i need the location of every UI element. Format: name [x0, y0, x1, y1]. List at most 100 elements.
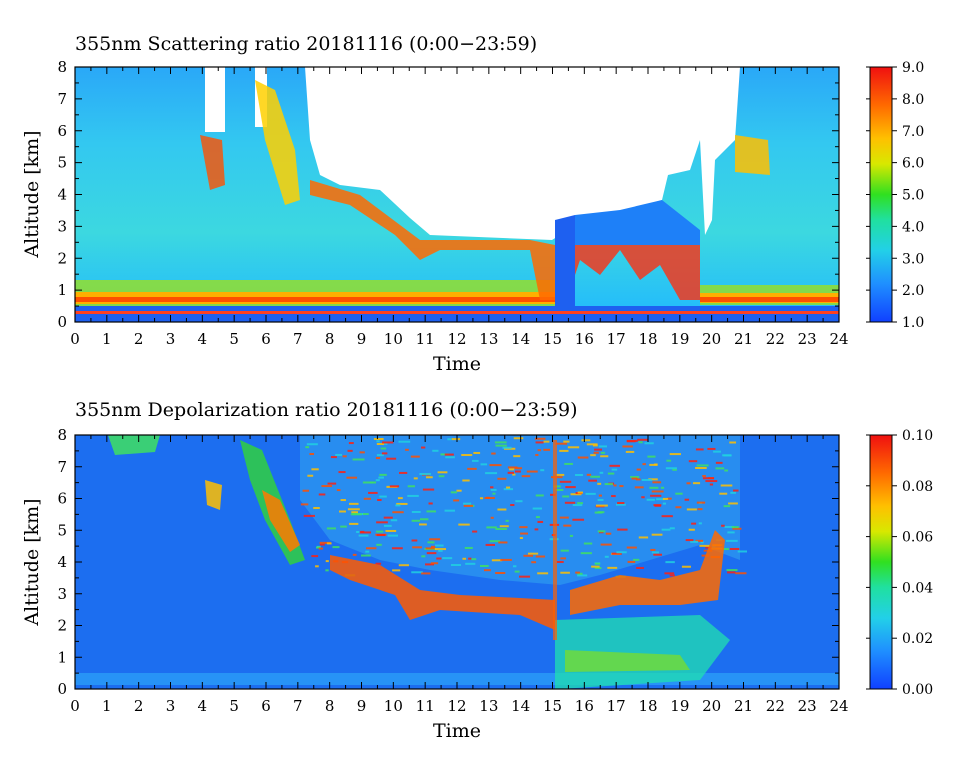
x-axis-label-2: Time — [433, 720, 481, 742]
depol-column — [553, 440, 557, 640]
noise-speckle — [376, 440, 380, 443]
noise-speckle — [425, 476, 433, 479]
noise-speckle — [715, 467, 725, 470]
noise-speckle — [725, 539, 738, 542]
noise-speckle — [436, 557, 442, 560]
noise-speckle — [348, 502, 359, 505]
noise-speckle — [572, 504, 583, 507]
noise-speckle — [375, 479, 380, 482]
noise-speckle — [495, 572, 506, 575]
x-tick-label: 6 — [261, 330, 271, 348]
x-tick-label: 1 — [102, 330, 112, 348]
x-tick-label: 13 — [479, 697, 498, 715]
noise-speckle — [453, 499, 460, 502]
noise-speckle — [656, 498, 665, 501]
noise-speckle — [565, 486, 576, 489]
noise-speckle — [722, 548, 729, 551]
noise-speckle — [534, 528, 539, 531]
noise-speckle — [365, 550, 370, 553]
noise-speckle — [654, 504, 662, 507]
x-tick-label: 16 — [575, 697, 594, 715]
noise-speckle — [434, 548, 447, 551]
noise-speckle — [653, 553, 663, 556]
noise-speckle — [699, 544, 710, 547]
noise-speckle — [326, 527, 336, 530]
noise-speckle — [405, 448, 409, 451]
noise-speckle — [426, 510, 437, 513]
noise-speckle — [356, 530, 360, 533]
noise-speckle — [489, 540, 501, 543]
noise-speckle — [562, 495, 570, 498]
noise-speckle — [617, 528, 628, 531]
cloud-layer-2 — [570, 240, 700, 300]
x-tick-label: 9 — [357, 697, 367, 715]
noise-speckle — [392, 511, 404, 514]
colorbar-tick-label: 0.02 — [902, 631, 933, 647]
noise-speckle — [430, 562, 439, 565]
noise-speckle — [363, 497, 371, 500]
noise-speckle — [622, 445, 633, 448]
y-tick-label: 4 — [57, 186, 67, 204]
noise-speckle — [702, 475, 706, 478]
noise-speckle — [379, 473, 387, 476]
noise-speckle — [611, 468, 618, 471]
noise-speckle — [303, 514, 315, 517]
noise-speckle — [305, 446, 310, 449]
noise-speckle — [724, 525, 734, 528]
noise-speckle — [605, 532, 612, 535]
noise-speckle — [651, 490, 664, 493]
noise-speckle — [532, 507, 542, 510]
noise-speckle — [376, 521, 388, 524]
y-tick-label: 0 — [57, 313, 67, 331]
noise-speckle — [607, 566, 618, 569]
noise-speckle — [641, 496, 645, 499]
noise-speckle — [590, 454, 596, 457]
noise-speckle — [591, 565, 600, 568]
noise-speckle — [647, 455, 656, 458]
y-axis-label-1: Altitude [km] — [21, 130, 43, 258]
noise-speckle — [347, 449, 353, 452]
noise-speckle — [634, 486, 644, 489]
noise-speckle — [520, 532, 529, 535]
noise-speckle — [461, 454, 473, 457]
noise-speckle — [590, 475, 600, 478]
noise-speckle — [315, 565, 319, 568]
x-tick-label: 6 — [261, 697, 271, 715]
noise-speckle — [425, 563, 435, 566]
noise-speckle — [421, 572, 431, 575]
noise-speckle — [685, 539, 694, 542]
noise-speckle — [660, 486, 665, 489]
noise-speckle — [616, 503, 626, 506]
noise-speckle — [397, 497, 403, 500]
noise-speckle — [570, 493, 582, 496]
noise-speckle — [379, 495, 387, 498]
noise-speckle — [577, 456, 589, 459]
noise-speckle — [681, 565, 691, 568]
noise-speckle — [535, 494, 544, 497]
noise-speckle — [617, 502, 625, 505]
x-tick-label: 7 — [293, 697, 303, 715]
noise-speckle — [604, 483, 613, 486]
colorbar-tick-label: 6.0 — [902, 156, 924, 172]
depol-spot — [205, 480, 222, 510]
x-axis-label-1: Time — [433, 353, 481, 375]
noise-speckle — [377, 498, 382, 501]
noise-speckle — [419, 518, 429, 521]
noise-speckle — [597, 482, 602, 485]
noise-speckle — [577, 491, 583, 494]
noise-speckle — [635, 478, 641, 481]
noise-speckle — [592, 444, 598, 447]
noise-speckle — [359, 451, 365, 454]
noise-speckle — [306, 443, 318, 446]
noise-speckle — [386, 457, 397, 460]
noise-speckle — [509, 468, 515, 471]
noise-speckle — [302, 489, 310, 492]
noise-speckle — [311, 555, 319, 558]
noise-speckle — [696, 464, 709, 467]
x-tick-label: 11 — [416, 330, 435, 348]
noise-speckle — [419, 472, 431, 475]
noise-speckle — [636, 468, 642, 471]
noise-speckle — [695, 539, 704, 542]
x-tick-label: 19 — [670, 697, 689, 715]
x-tick-label: 10 — [384, 697, 403, 715]
